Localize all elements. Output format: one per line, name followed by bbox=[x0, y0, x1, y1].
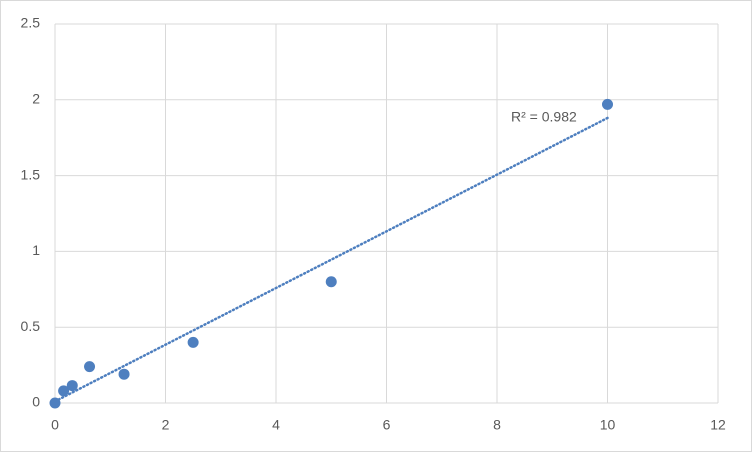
y-tick-label: 1.5 bbox=[21, 166, 41, 182]
y-tick-label: 1 bbox=[32, 242, 40, 258]
x-tick-label: 2 bbox=[162, 417, 170, 433]
x-tick-label: 8 bbox=[493, 417, 501, 433]
point bbox=[58, 385, 70, 397]
point bbox=[602, 98, 613, 110]
point bbox=[84, 361, 96, 373]
x-tick-label: 6 bbox=[383, 417, 391, 433]
x-tick-label: 12 bbox=[710, 417, 726, 433]
annotation: R² = 0.982 bbox=[511, 109, 577, 125]
x-tick-label: 0 bbox=[51, 417, 59, 433]
point bbox=[66, 380, 78, 392]
y-tick-label: 0 bbox=[32, 394, 40, 410]
point bbox=[118, 368, 130, 380]
trendline bbox=[53, 116, 609, 403]
point bbox=[187, 336, 199, 348]
y-tick-label: 2.5 bbox=[21, 15, 41, 31]
point bbox=[325, 276, 337, 288]
point bbox=[49, 397, 61, 409]
y-tick-label: 0.5 bbox=[21, 318, 41, 334]
x-tick-label: 10 bbox=[600, 417, 616, 433]
y-tick-label: 2 bbox=[32, 91, 40, 107]
x-tick-label: 4 bbox=[272, 417, 280, 433]
